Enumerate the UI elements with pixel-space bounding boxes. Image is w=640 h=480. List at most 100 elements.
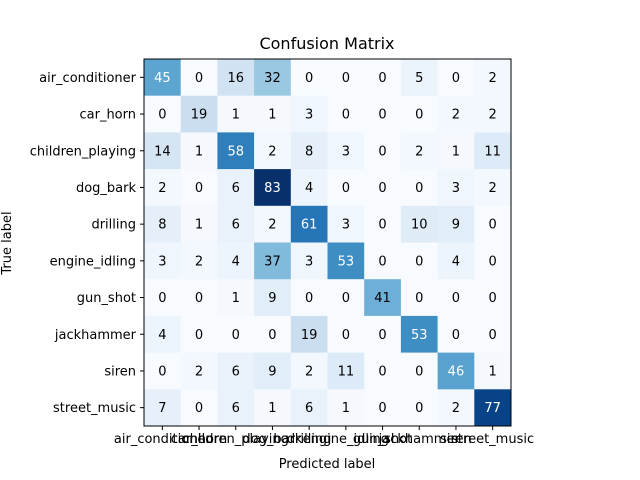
cell-value-label: 4	[158, 328, 166, 343]
cell-value-label: 0	[415, 108, 423, 123]
heatmap-cell	[364, 352, 402, 390]
cell-value-label: 4	[232, 254, 240, 269]
heatmap-cell	[144, 315, 182, 354]
cell-value-label: 0	[489, 291, 497, 306]
heatmap-cell	[437, 132, 475, 170]
x-tick-label: jackhammer	[378, 432, 461, 447]
x-tick-label: siren	[440, 432, 472, 447]
cell-value-label: 0	[195, 328, 203, 343]
heatmap-cell	[217, 242, 255, 280]
heatmap-cell	[474, 352, 512, 390]
cell-value-label: 0	[378, 328, 386, 343]
heatmap-cell	[474, 279, 512, 317]
heatmap-cell	[400, 242, 439, 280]
heatmap-cell	[474, 95, 512, 133]
x-tick-label: engine_idling	[303, 432, 389, 447]
heatmap-cell	[180, 242, 218, 280]
y-tick-label: car_horn	[79, 108, 136, 123]
x-tick-label: dog_bark	[242, 432, 303, 447]
heatmap-cell	[400, 389, 439, 427]
heatmap-cell	[254, 242, 292, 280]
heatmap-cell	[474, 169, 512, 207]
heatmap-cell	[144, 205, 182, 243]
heatmap-cell	[437, 205, 475, 243]
heatmap-cell	[437, 59, 475, 97]
heatmap-cell	[437, 352, 475, 390]
heatmap-cell	[400, 95, 439, 133]
heatmap-cell	[144, 389, 182, 427]
y-tick-label: engine_idling	[50, 254, 136, 269]
cell-value-label: 53	[411, 328, 428, 343]
cell-value-label: 77	[484, 401, 501, 416]
x-tick-label: children_playing	[183, 432, 289, 447]
x-tick-label: gun_shot	[353, 432, 412, 447]
cell-value-label: 1	[195, 144, 203, 159]
heatmap-cell	[217, 59, 255, 97]
cell-value-label: 53	[338, 254, 355, 269]
chart-title: Confusion Matrix	[259, 34, 394, 53]
cell-value-label: 0	[415, 401, 423, 416]
cell-value-label: 0	[305, 71, 313, 86]
heatmap-cell	[400, 205, 439, 243]
y-tick-label: children_playing	[30, 144, 136, 159]
cell-value-label: 0	[195, 291, 203, 306]
plot-frame	[143, 58, 512, 427]
cell-value-label: 32	[264, 71, 281, 86]
cell-value-label: 0	[378, 181, 386, 196]
cell-value-label: 2	[158, 181, 166, 196]
cell-value-label: 2	[305, 364, 313, 379]
cell-value-label: 37	[264, 254, 281, 269]
heatmap-cell	[290, 242, 328, 280]
cell-value-label: 2	[195, 254, 203, 269]
heatmap-cell	[217, 389, 255, 427]
cell-value-label: 0	[158, 364, 166, 379]
heatmap-cell	[217, 169, 255, 207]
cell-value-label: 2	[195, 364, 203, 379]
cell-value-label: 2	[268, 218, 276, 233]
cell-value-label: 8	[305, 144, 313, 159]
heatmap-cell	[327, 205, 365, 243]
heatmap-cell	[217, 205, 255, 243]
heatmap-cell	[364, 169, 402, 207]
heatmap-cell	[144, 59, 182, 97]
heatmap-cell	[254, 169, 292, 207]
cell-value-label: 1	[489, 364, 497, 379]
cell-value-label: 0	[378, 364, 386, 379]
y-tick-label: drilling	[91, 218, 136, 233]
cell-value-label: 0	[268, 328, 276, 343]
cell-value-label: 0	[415, 254, 423, 269]
cell-value-label: 0	[452, 291, 460, 306]
cell-value-label: 0	[378, 71, 386, 86]
cell-value-label: 0	[378, 218, 386, 233]
heatmap-cell	[180, 315, 218, 354]
cell-value-label: 2	[268, 144, 276, 159]
y-tick-label: siren	[104, 364, 136, 379]
y-tick-label: air_conditioner	[39, 71, 137, 86]
cell-value-label: 5	[415, 71, 423, 86]
x-tick-labels: air_conditionercar_hornchildren_playingd…	[114, 432, 534, 447]
cell-value-label: 1	[232, 108, 240, 123]
heatmap-cell	[327, 315, 365, 354]
heatmap-cell	[144, 279, 182, 317]
cell-value-label: 0	[378, 108, 386, 123]
heatmap-cell	[144, 169, 182, 207]
heatmap-cell	[474, 205, 512, 243]
cell-value-label: 1	[342, 401, 350, 416]
heatmap-cell	[180, 205, 218, 243]
heatmap-cell	[327, 132, 365, 170]
cell-value-label: 1	[452, 144, 460, 159]
cell-value-label: 3	[305, 254, 313, 269]
heatmap-cell	[290, 95, 328, 133]
heatmap-cell	[364, 315, 402, 354]
y-axis-label: True label	[0, 211, 15, 275]
cell-value-label: 11	[338, 364, 355, 379]
cell-value-label: 0	[452, 328, 460, 343]
cell-value-label: 11	[484, 144, 501, 159]
cell-value-label: 0	[378, 144, 386, 159]
x-tick-label: street_music	[451, 432, 534, 447]
heatmap-cell	[144, 352, 182, 390]
x-axis-label: Predicted label	[279, 457, 376, 472]
heatmap-cell	[254, 132, 292, 170]
heatmap-cell	[254, 352, 292, 390]
